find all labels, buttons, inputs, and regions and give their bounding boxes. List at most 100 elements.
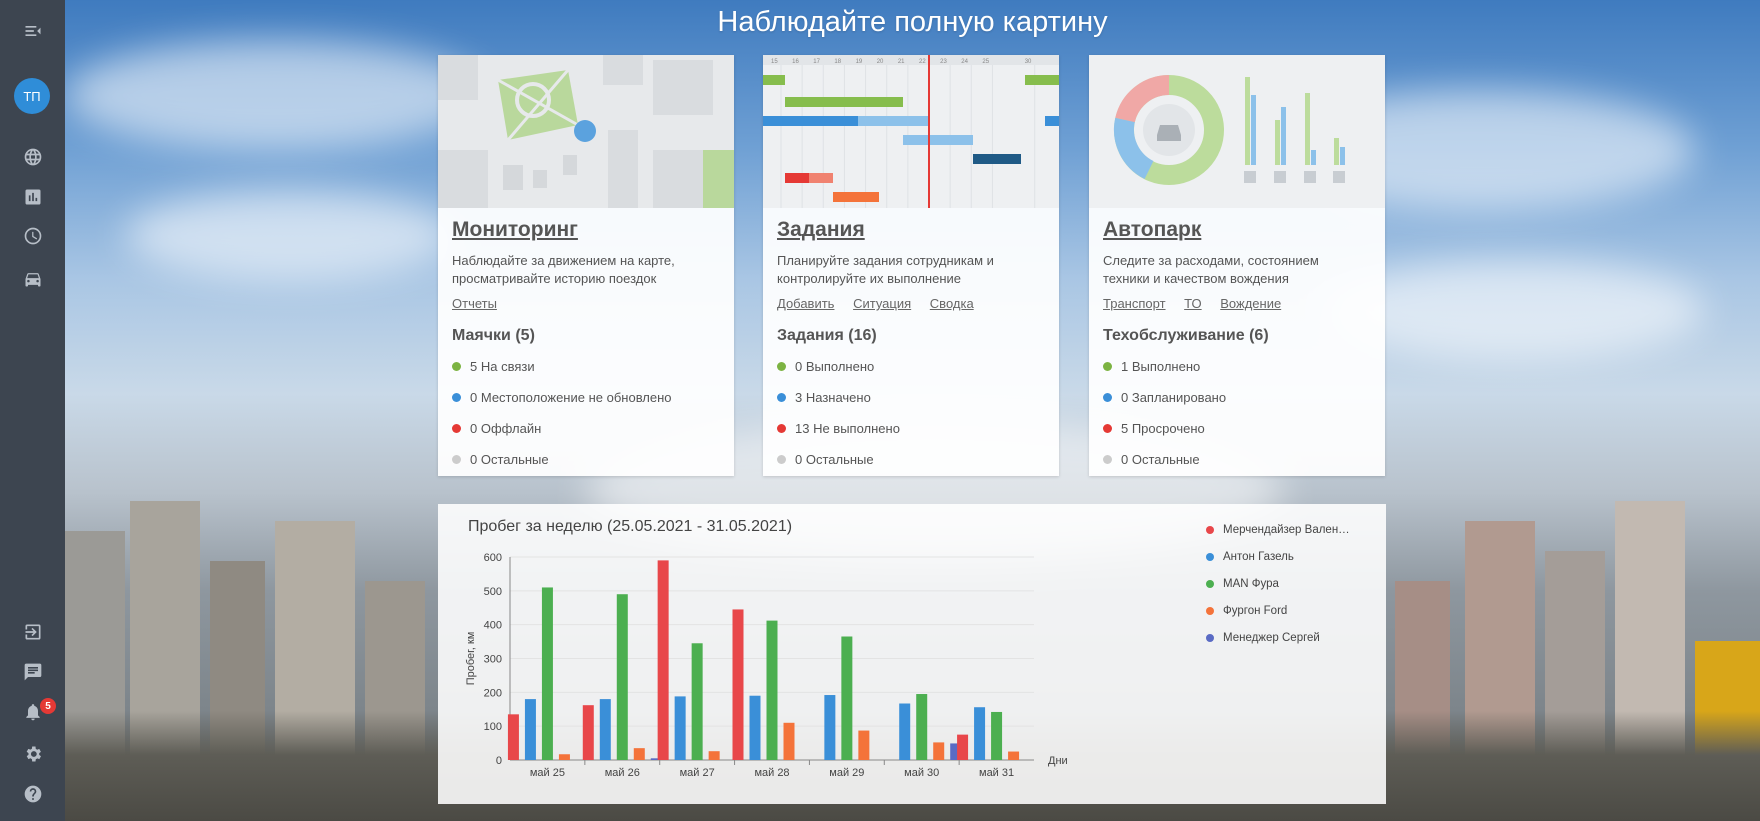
bar[interactable] xyxy=(950,743,962,760)
legend-dot xyxy=(1206,552,1214,561)
bar[interactable] xyxy=(933,742,945,760)
stat-overdue[interactable]: 5 Просрочено xyxy=(1103,418,1371,438)
bar[interactable] xyxy=(524,699,536,760)
legend-label: Мерчендайзер Вален… xyxy=(1223,523,1350,536)
status-dot xyxy=(1103,454,1112,464)
x-tick-label: май 27 xyxy=(680,767,715,779)
legend-item[interactable]: MAN Фура xyxy=(1206,570,1350,597)
link-maintenance[interactable]: ТО xyxy=(1184,296,1202,311)
legend-item[interactable]: Фургон Ford xyxy=(1206,597,1350,624)
card-links: Отчеты xyxy=(452,296,720,311)
stat-other[interactable]: 0 Остальные xyxy=(1103,449,1371,469)
bell-icon[interactable] xyxy=(0,692,65,732)
bar[interactable] xyxy=(841,636,853,760)
link-driving[interactable]: Вождение xyxy=(1220,296,1282,311)
chat-icon[interactable] xyxy=(0,652,65,692)
bar[interactable] xyxy=(650,758,662,760)
bar[interactable] xyxy=(582,705,594,760)
link-reports[interactable]: Отчеты xyxy=(452,296,497,311)
gear-icon[interactable] xyxy=(0,734,65,774)
status-dot xyxy=(452,392,461,402)
card-title-tasks[interactable]: Задания xyxy=(777,218,865,241)
stat-location-stale[interactable]: 0 Местоположение не обновлено xyxy=(452,387,720,407)
stat-offline[interactable]: 0 Оффлайн xyxy=(452,418,720,438)
globe-icon[interactable] xyxy=(0,137,65,177)
gantt-day-label: 19 xyxy=(856,59,863,65)
bar[interactable] xyxy=(749,695,761,760)
bar[interactable] xyxy=(691,643,703,760)
bar[interactable] xyxy=(824,695,836,760)
stat-assigned[interactable]: 3 Назначено xyxy=(777,387,1045,407)
bar[interactable] xyxy=(916,694,928,760)
gantt-day-label: 22 xyxy=(919,59,926,65)
bar[interactable] xyxy=(657,560,669,760)
card-fleet: Автопарк Следите за расходами, состояние… xyxy=(1089,55,1385,476)
y-axis-label: Пробег, км xyxy=(465,632,477,686)
bar[interactable] xyxy=(783,722,795,760)
status-dot xyxy=(777,454,786,464)
legend-label: Менеджер Сергей xyxy=(1223,631,1320,644)
status-dot xyxy=(452,423,461,433)
card-tasks: 15 16 17 18 19 20 21 22 23 24 25 30 Задания Планиру… xyxy=(763,55,1059,476)
legend-dot xyxy=(1206,525,1214,534)
legend-item[interactable]: Менеджер Сергей xyxy=(1206,624,1350,651)
legend-dot xyxy=(1206,579,1214,588)
stat-other[interactable]: 0 Остальные xyxy=(777,449,1045,469)
gantt-day-label: 25 xyxy=(982,59,989,65)
bar[interactable] xyxy=(974,707,986,760)
x-tick-label: май 29 xyxy=(829,767,864,779)
legend-label: Антон Газель xyxy=(1223,550,1294,563)
gantt-day-label: 21 xyxy=(898,59,905,65)
menu-collapse-icon[interactable] xyxy=(0,11,65,51)
bar[interactable] xyxy=(541,587,553,760)
legend-label: Фургон Ford xyxy=(1223,604,1288,617)
bar[interactable] xyxy=(766,620,778,760)
help-icon[interactable] xyxy=(0,774,65,814)
avatar[interactable]: ТП xyxy=(14,78,50,114)
bar[interactable] xyxy=(957,734,969,760)
y-tick-label: 0 xyxy=(496,755,502,767)
bar[interactable] xyxy=(708,751,720,760)
notification-badge: 5 xyxy=(40,698,56,714)
link-add[interactable]: Добавить xyxy=(777,296,835,311)
car-icon[interactable] xyxy=(0,259,65,299)
bar[interactable] xyxy=(1008,751,1020,760)
stat-other[interactable]: 0 Остальные xyxy=(452,449,720,469)
link-summary[interactable]: Сводка xyxy=(929,296,974,311)
y-tick-label: 500 xyxy=(484,586,502,598)
stat-online[interactable]: 5 На связи xyxy=(452,356,720,376)
bar[interactable] xyxy=(507,714,519,760)
legend-dot xyxy=(1206,633,1214,642)
bar[interactable] xyxy=(616,594,628,760)
bar[interactable] xyxy=(633,748,645,760)
link-situation[interactable]: Ситуация xyxy=(853,296,912,311)
stat-done[interactable]: 1 Выполнено xyxy=(1103,356,1371,376)
bar[interactable] xyxy=(991,711,1003,760)
logout-icon[interactable] xyxy=(0,612,65,652)
chart-title: Пробег за неделю (25.05.2021 - 31.05.202… xyxy=(468,518,793,535)
card-title-fleet[interactable]: Автопарк xyxy=(1103,218,1202,241)
fleet-illustration xyxy=(1089,55,1385,208)
card-title-monitoring[interactable]: Мониторинг xyxy=(452,218,578,241)
legend-item[interactable]: Мерчендайзер Вален… xyxy=(1206,516,1350,543)
status-dot xyxy=(452,454,461,464)
stat-planned[interactable]: 0 Запланировано xyxy=(1103,387,1371,407)
bar[interactable] xyxy=(899,703,911,760)
legend-label: MAN Фура xyxy=(1223,577,1279,590)
card-links: Транспорт ТО Вождение xyxy=(1103,296,1371,311)
bar[interactable] xyxy=(858,730,870,760)
stat-done[interactable]: 0 Выполнено xyxy=(777,356,1045,376)
x-tick-label: май 25 xyxy=(530,767,565,779)
stat-not-done[interactable]: 13 Не выполнено xyxy=(777,418,1045,438)
status-dot xyxy=(1103,361,1112,371)
x-tick-label: май 26 xyxy=(605,767,640,779)
bar[interactable] xyxy=(558,754,570,760)
bar[interactable] xyxy=(732,609,744,760)
bar[interactable] xyxy=(674,696,686,760)
legend-item[interactable]: Антон Газель xyxy=(1206,543,1350,570)
bar[interactable] xyxy=(599,699,611,760)
clock-icon[interactable] xyxy=(0,216,65,256)
bar-chart-icon[interactable] xyxy=(0,177,65,217)
link-transport[interactable]: Транспорт xyxy=(1103,296,1166,311)
legend-dot xyxy=(1206,606,1214,615)
